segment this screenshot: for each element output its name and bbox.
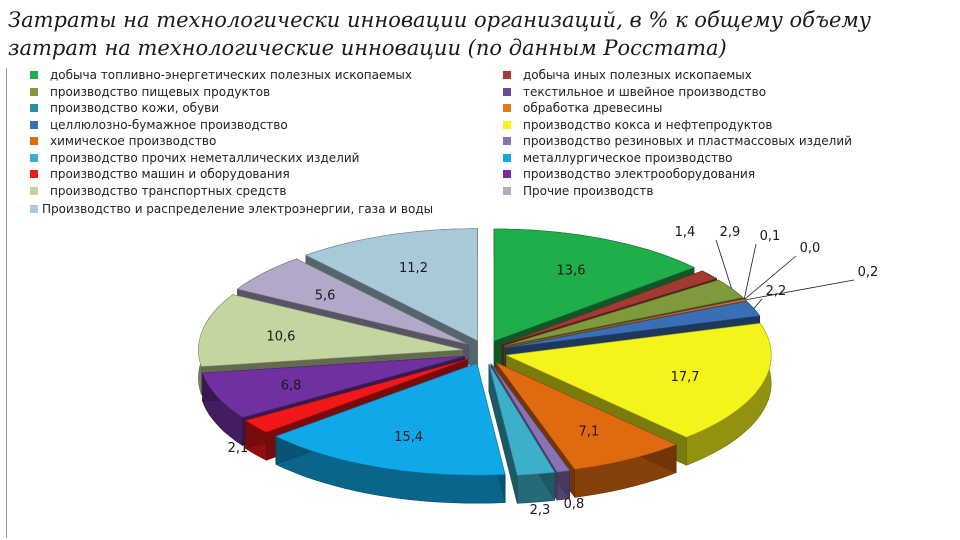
slice-value-label: 10,6	[266, 330, 295, 345]
legend-label: производство машин и оборудования	[50, 167, 290, 181]
leader-line	[715, 239, 732, 289]
pie-slice	[505, 322, 772, 438]
slice-value-label: 15,4	[394, 430, 423, 445]
chart-title: Затраты на технологически инновации орга…	[8, 6, 908, 62]
legend-swatch	[30, 120, 38, 129]
pie-slice	[502, 270, 718, 345]
pie-slice	[504, 298, 747, 348]
pie-slice	[305, 228, 478, 342]
slice-value-label: 2,3	[530, 503, 551, 518]
slice-value-label: 0,1	[760, 229, 781, 244]
legend-swatch	[503, 71, 511, 79]
legend-label: производство транспортных средств	[50, 183, 287, 198]
pie-slice	[493, 228, 695, 342]
legend-label: текстильное и швейное производство	[523, 84, 767, 99]
legend-swatch	[30, 186, 38, 195]
slice-value-label: 1,4	[675, 225, 696, 240]
pie-slice	[490, 363, 571, 473]
legend-label: производство кокса и нефтепродуктов	[523, 117, 773, 132]
legend-label: металлургическое производство	[523, 150, 733, 165]
pie-tops	[198, 228, 772, 476]
divider-line	[6, 68, 7, 538]
slice-value-label: 6,8	[281, 378, 302, 393]
legend-swatch	[30, 87, 38, 96]
pie-slice	[495, 361, 677, 470]
slice-value-label: 2,2	[766, 284, 787, 299]
pie-slice	[488, 363, 556, 476]
pie-slice	[236, 258, 469, 345]
chart-legend: добыча топливно-энергетических полезных …	[30, 67, 910, 217]
legend-swatch	[30, 137, 38, 145]
slice-value-label: 0,0	[800, 241, 821, 256]
legend-label: производство резиновых и пластмассовых и…	[523, 134, 852, 148]
legend-label: обработка древесины	[523, 101, 663, 115]
slice-value-label: 11,2	[399, 261, 428, 276]
leader-line	[753, 298, 763, 309]
legend-swatch	[503, 87, 511, 96]
legend-swatch	[503, 137, 511, 145]
legend-swatch	[30, 71, 38, 79]
legend-label: производство прочих неметаллических изде…	[50, 150, 360, 165]
slice-value-label: 0,2	[858, 265, 879, 280]
legend-label: добыча топливно-энергетических полезных …	[50, 68, 413, 82]
legend-label: производство электрооборудования	[523, 167, 756, 181]
legend-swatch	[30, 205, 38, 213]
legend-swatch	[503, 153, 511, 162]
slice-value-label: 2,1	[228, 441, 249, 456]
pie-slice	[202, 356, 465, 418]
legend-swatch	[503, 186, 511, 195]
legend-label: целлюлозно-бумажное производство	[50, 117, 288, 132]
legend-swatch	[30, 153, 38, 162]
legend-label: добыча иных полезных ископаемых	[523, 68, 752, 82]
legend-label: Прочие производств	[523, 183, 654, 198]
slice-value-label: 17,7	[671, 370, 700, 385]
legend-item: Производство и распределение электроэнер…	[30, 201, 433, 217]
chart-title-line-2: затрат на технологические инновации (по …	[8, 36, 727, 60]
slice-value-label: 7,1	[579, 424, 600, 439]
legend-swatch	[503, 120, 511, 129]
legend-label: химическое производство	[50, 134, 217, 148]
leader-line	[744, 255, 797, 300]
pie-slice	[198, 294, 464, 367]
legend-swatch	[30, 170, 38, 178]
legend-swatch	[503, 104, 511, 112]
pie-slice	[244, 359, 468, 433]
leader-line	[745, 279, 855, 301]
legend-label: Производство и распределение электроэнер…	[42, 202, 434, 216]
slice-value-label: 0,8	[564, 497, 585, 512]
legend-swatch	[503, 170, 511, 178]
legend-label: производство пищевых продуктов	[50, 84, 271, 99]
slice-value-label: 2,9	[720, 225, 741, 240]
slice-value-label: 13,6	[557, 264, 586, 279]
pie-labels: 13,6 1,4 2,9 0,1 0,0 0,2 2,2 17,7 7,1 0,8 2,3 15,4 2…	[228, 225, 879, 518]
leader-line	[743, 243, 757, 299]
legend-swatch	[30, 104, 38, 112]
legend-label: производство кожи, обуви	[50, 101, 220, 115]
pie-slice	[275, 362, 506, 476]
chart-title-line-1: Затраты на технологически инновации орга…	[8, 8, 871, 32]
slice-value-label: 5,6	[315, 288, 336, 303]
